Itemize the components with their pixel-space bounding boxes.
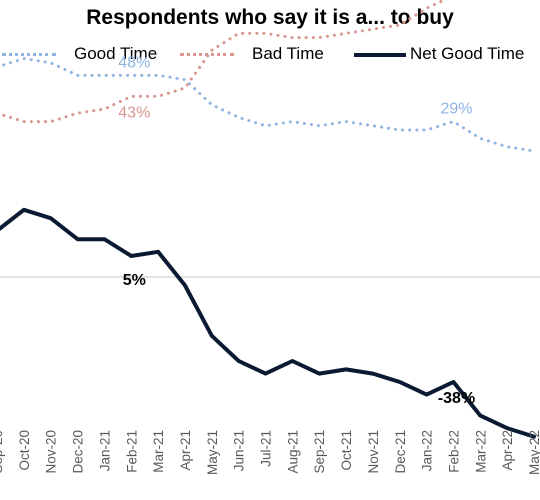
x-tick-label-nov-20: Nov-20: [44, 430, 59, 474]
x-tick-label-jul-21: Jul-21: [259, 430, 274, 467]
series-line-good-time: [0, 57, 536, 153]
x-tick-label-jan-21: Jan-21: [97, 430, 112, 471]
x-tick-label-oct-20: Oct-20: [17, 430, 32, 471]
x-tick-label-mar-21: Mar-21: [151, 430, 166, 473]
x-tick-label-oct-21: Oct-21: [339, 430, 354, 471]
legend-swatch-bad-time: [180, 53, 234, 56]
legend-label-bad-time: Bad Time: [252, 44, 324, 63]
data-label-good-time-feb-21: 48%: [118, 54, 150, 71]
chart-title: Respondents who say it is a... to buy: [86, 6, 454, 29]
data-label-bad-time-feb-21: 43%: [118, 104, 150, 121]
legend-label-good-time: Good Time: [74, 44, 158, 63]
legend-swatch-net-good-time: [354, 53, 406, 57]
x-tick-label-may-21: May-21: [205, 430, 220, 475]
legend-swatch-good-time: [2, 53, 56, 56]
x-tick-label-dec-20: Dec-20: [71, 430, 86, 474]
data-label-net-good-time-feb-22: -38%: [438, 390, 475, 407]
x-tick-label-jun-21: Jun-21: [232, 430, 247, 471]
x-tick-label-jan-22: Jan-22: [420, 430, 435, 471]
data-label-net-good-time-feb-21: 5%: [123, 272, 146, 289]
x-tick-label-dec-21: Dec-21: [393, 430, 408, 474]
x-tick-label-apr-21: Apr-21: [178, 430, 193, 471]
x-tick-label-mar-22: Mar-22: [473, 430, 488, 473]
series-line-bad-time: [0, 0, 448, 124]
legend-label-net-good-time: Net Good Time: [410, 44, 525, 63]
chart-legend: Good Time Bad Time Net Good Time: [0, 43, 540, 65]
x-tick-label-may-22: May-22: [527, 430, 540, 475]
x-tick-label-feb-21: Feb-21: [124, 430, 139, 473]
x-tick-label-apr-22: Apr-22: [500, 430, 515, 471]
x-tick-label-nov-21: Nov-21: [366, 430, 381, 474]
x-tick-label-sep-21: Sep-21: [312, 430, 327, 474]
series-line-net-good-time: [0, 207, 536, 439]
data-label-good-time-feb-22: 29%: [440, 101, 472, 118]
x-tick-label-aug-21: Aug-21: [285, 430, 300, 474]
x-tick-label-sep-20: Sep-20: [0, 430, 5, 474]
x-tick-label-feb-22: Feb-22: [447, 430, 462, 473]
